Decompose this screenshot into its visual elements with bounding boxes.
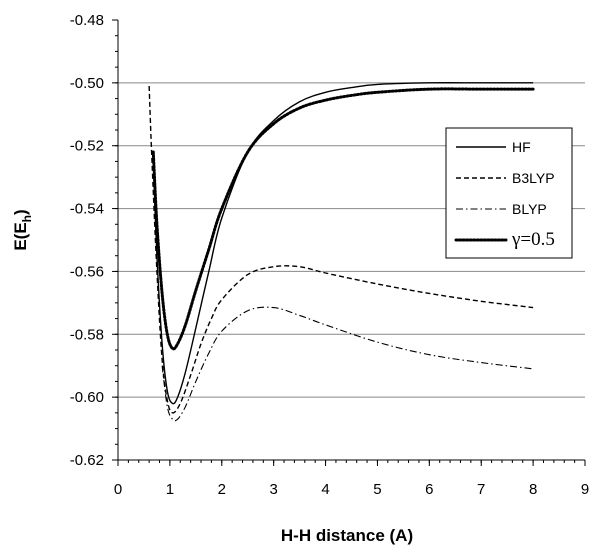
tick-labels: -0.48 -0.50 -0.52 -0.54 -0.56 -0.58 -0.60 -0.62… [70, 12, 589, 498]
series-line-solid [152, 82, 534, 405]
x-tick-label: 0 [114, 481, 122, 498]
y-tick-label: -0.54 [70, 201, 104, 218]
x-tick-label: 1 [166, 481, 174, 498]
y-axis-title: E(Eh) [11, 209, 34, 250]
y-tick-label: -0.52 [70, 138, 104, 155]
series-line-dashdot [161, 306, 534, 422]
x-tick-label: 5 [373, 481, 381, 498]
x-tick-label: 6 [425, 481, 433, 498]
legend-box [445, 127, 573, 259]
y-tick-label: -0.56 [70, 263, 104, 280]
series-line-dashed [148, 85, 534, 414]
series-line-dotted [151, 87, 535, 351]
x-tick-label: 7 [477, 481, 485, 498]
y-tick-label: -0.50 [70, 75, 104, 92]
y-tick-label: -0.58 [70, 326, 104, 343]
x-tick-label: 2 [218, 481, 226, 498]
y-tick-label: -0.62 [70, 452, 104, 469]
y-tick-label: -0.48 [70, 12, 104, 29]
x-tick-label: 8 [529, 481, 537, 498]
x-tick-label: 9 [581, 481, 589, 498]
axes [112, 19, 586, 466]
legend-label: B3LYP [512, 170, 555, 186]
x-tick-label: 4 [321, 481, 329, 498]
legend-label: BLYP [512, 201, 547, 217]
y-tick-label: -0.60 [70, 389, 104, 406]
legend-label: HF [512, 139, 531, 155]
x-tick-label: 3 [269, 481, 277, 498]
legend: HF B3LYP BLYP γ=0.5 [445, 127, 573, 259]
series-lines [148, 82, 535, 422]
legend-label: γ=0.5 [511, 229, 555, 250]
x-axis-title: H-H distance (A) [281, 526, 413, 545]
